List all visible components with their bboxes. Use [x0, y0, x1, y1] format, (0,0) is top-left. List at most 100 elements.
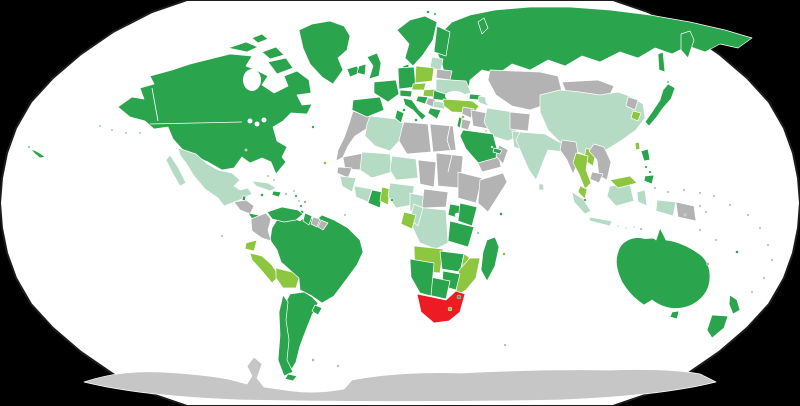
country-togo-benin: [379, 186, 391, 206]
country-tanzania: [447, 220, 475, 248]
country-south-africa: [416, 290, 466, 324]
lake-victoria: [454, 212, 460, 218]
country-philippines: [640, 148, 655, 185]
country-ecuador: [244, 239, 258, 252]
country-papua-new-guinea: [675, 201, 708, 222]
great-lakes-mid: [254, 121, 260, 127]
territory-singapore: [583, 198, 587, 202]
country-chile: [277, 294, 294, 377]
territory-comoros: [476, 231, 480, 235]
territory-hawaii: [27, 145, 46, 159]
country-ghana: [367, 189, 383, 209]
country-poland: [414, 65, 435, 84]
country-cuba: [251, 180, 277, 192]
country-antarctica: [83, 356, 717, 402]
territory-seychelles: [499, 212, 503, 216]
territory-cape-verde: [323, 161, 327, 165]
country-uruguay: [311, 304, 323, 316]
country-croatia: [415, 95, 429, 105]
territory-new-caledonia: [706, 262, 710, 266]
great-lakes-west: [247, 118, 253, 124]
country-russia-kamchatka: [680, 30, 695, 59]
country-new-zealand: [706, 294, 741, 339]
country-malaysia-borneo: [609, 175, 638, 189]
country-afghanistan: [509, 111, 531, 132]
country-nigeria: [387, 182, 415, 209]
territory-svalbard: [426, 10, 437, 16]
country-niger: [389, 155, 419, 181]
country-france: [373, 79, 400, 103]
territory-qatar: [490, 145, 494, 149]
country-austria-switzerland: [399, 89, 413, 98]
country-tasmania: [669, 310, 680, 320]
country-madagascar: [480, 236, 500, 282]
country-tierra-del-fuego: [284, 373, 298, 382]
country-uae: [492, 147, 503, 155]
country-indonesia: [571, 184, 677, 230]
territory-timor: [639, 227, 643, 231]
country-belize: [241, 195, 247, 202]
country-sri-lanka: [538, 183, 545, 191]
country-ethiopia: [457, 171, 483, 204]
country-mali: [359, 151, 393, 179]
country-canada-usa: [117, 53, 313, 175]
country-lesotho: [447, 306, 453, 312]
country-india: [515, 131, 569, 181]
territory-galapagos: [220, 234, 224, 238]
country-french-guiana: [317, 219, 329, 231]
territory-canary: [311, 125, 315, 129]
country-south-korea: [630, 110, 642, 122]
country-cambodia: [589, 171, 604, 184]
nile-river: [446, 125, 453, 173]
territory-falklands: [311, 358, 315, 362]
country-israel: [456, 116, 463, 129]
country-taiwan: [634, 141, 641, 151]
country-canada-arctic-islands: [227, 33, 294, 75]
territory-antilles-gray: [292, 189, 301, 203]
country-czech-slovakia: [411, 82, 427, 91]
territory-aleutians: [98, 124, 142, 135]
territory-bahamas: [266, 174, 276, 182]
country-hispaniola: [271, 190, 282, 198]
country-australia: [616, 227, 711, 309]
country-bolivia: [275, 267, 300, 289]
territory-sao-tome: [390, 198, 394, 202]
country-guinea-coast: [339, 175, 357, 193]
country-tunisia: [394, 109, 405, 124]
country-finland: [433, 25, 451, 57]
country-italy: [402, 97, 427, 121]
country-namibia: [409, 258, 435, 297]
territory-antilles-green: [294, 194, 307, 208]
territory-pacific-islands: [653, 186, 774, 294]
country-gabon: [400, 211, 417, 230]
black-sea: [445, 91, 465, 101]
country-peru: [249, 252, 280, 284]
territory-jamaica: [260, 193, 264, 197]
territory-puerto-rico: [284, 192, 288, 196]
country-central-african-republic: [421, 188, 449, 209]
country-japan: [644, 83, 676, 127]
country-greenland: [298, 20, 351, 85]
country-united-kingdom: [366, 52, 382, 80]
territory-mauritius: [502, 252, 506, 256]
country-norway-sweden: [396, 15, 438, 67]
country-belarus: [435, 68, 453, 81]
territory-kuwait: [484, 129, 488, 133]
us-canada-border: [149, 87, 243, 125]
country-mexico: [165, 147, 253, 207]
country-libya: [398, 121, 432, 155]
country-russia: [435, 6, 753, 93]
hudson-bay: [243, 69, 261, 91]
country-north-korea: [625, 96, 639, 111]
territory-kerguelen: [503, 343, 507, 347]
territory-sardinia: [402, 108, 406, 112]
territory-cyprus: [461, 115, 465, 119]
country-yemen: [477, 156, 502, 173]
territory-fiji: [735, 250, 739, 254]
country-vietnam: [588, 143, 612, 181]
country-chad: [417, 159, 437, 188]
country-colombia: [250, 212, 272, 242]
country-thailand: [572, 152, 592, 190]
